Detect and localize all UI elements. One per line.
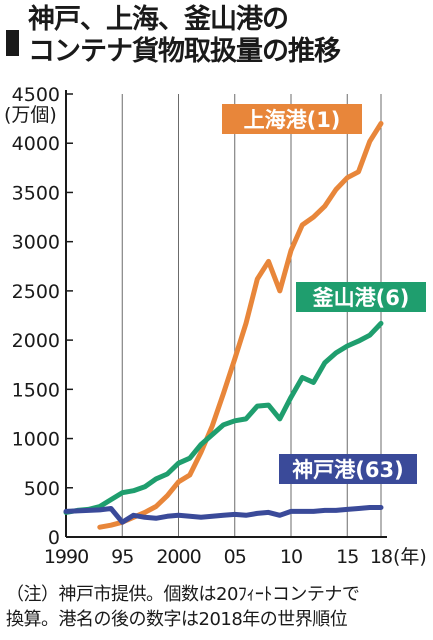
y-tick-label-500: 500 — [24, 478, 60, 500]
y-tick-label-1500: 1500 — [12, 379, 60, 401]
x-axis-unit: (年) — [393, 546, 427, 568]
y-tick-label-4500: 4500 — [12, 84, 60, 106]
y-tick-label-2500: 2500 — [12, 281, 60, 303]
title-line-1: 神戸、上海、釜山港の — [28, 4, 289, 35]
series-label-box-shanghai — [222, 104, 362, 134]
x-tick-label-95: 95 — [111, 546, 133, 568]
x-tick-label-15: 15 — [336, 546, 358, 568]
y-tick-label-1000: 1000 — [12, 429, 60, 451]
x-tick-label-05: 05 — [224, 546, 246, 568]
y-tick-label-0: 0 — [48, 527, 60, 549]
series-line-shanghai — [97, 121, 384, 530]
series-line-busan — [63, 320, 384, 515]
series-label-kobe: 神戸港(63) — [292, 458, 403, 482]
chart-footnote: （注）神戸市提供。個数は20ﾌｨｰﾄコンテナで 換算。港名の後の数字は2018年… — [6, 582, 431, 632]
series-label-shanghai: 上海港(1) — [244, 108, 341, 132]
title-line-2: コンテナ貨物取扱量の推移 — [28, 36, 341, 67]
y-tick-label-2000: 2000 — [12, 330, 60, 352]
series-label-box-kobe — [279, 454, 417, 484]
footnote-line-1: （注）神戸市提供。個数は20ﾌｨｰﾄコンテナで — [6, 584, 360, 605]
y-tick-label-3000: 3000 — [12, 232, 60, 254]
x-tick-label-18: 18 — [370, 546, 392, 568]
x-tick-label-1990: 1990 — [44, 546, 88, 568]
series-line-kobe — [63, 505, 384, 525]
line-chart: 0 500 1000 1500 2000 2500 3000 3500 4000 4500(万個)… — [4, 84, 427, 568]
y-tick-label-4000: 4000 — [12, 133, 60, 155]
y-axis-unit: (万個) — [4, 104, 57, 126]
footnote-line-2: 換算。港名の後の数字は2018年の世界順位 — [6, 609, 348, 630]
series-label-busan: 釜山港(6) — [312, 286, 410, 310]
title-marker — [6, 30, 19, 56]
x-tick-label-10: 10 — [280, 546, 302, 568]
x-tick-label-2000: 2000 — [156, 546, 200, 568]
y-tick-label-3500: 3500 — [12, 182, 60, 204]
series-label-box-busan — [296, 282, 426, 312]
